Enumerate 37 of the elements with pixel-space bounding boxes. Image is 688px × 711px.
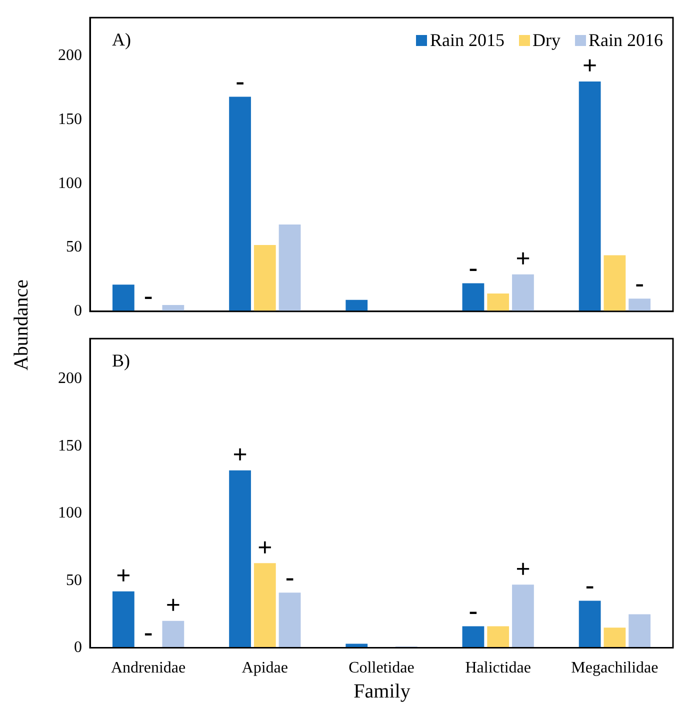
legend-label: Rain 2016 <box>588 30 663 51</box>
x-tick-label: Halictidae <box>465 660 531 677</box>
data-label: + <box>232 440 248 470</box>
y-tick-label: 50 <box>66 572 82 589</box>
data-label: + <box>116 561 131 590</box>
y-tick-label: 150 <box>58 437 82 454</box>
y-tick-label: 200 <box>58 47 82 64</box>
data-label: - <box>468 596 478 626</box>
y-tick-label: 100 <box>58 504 82 522</box>
x-tick-label: Andrenidae <box>110 660 186 677</box>
text: B) <box>112 350 130 370</box>
data-label: - <box>468 253 478 282</box>
x-tick-label: Apidae <box>242 660 288 677</box>
data-label: - <box>144 281 153 310</box>
y-tick-label: 150 <box>58 110 82 128</box>
legend-label: Dry <box>532 30 560 51</box>
data-label: - <box>285 562 294 592</box>
data-label: - <box>635 268 644 298</box>
text: A) <box>112 29 131 50</box>
y-tick-label: 100 <box>58 174 82 192</box>
y-tick-label: 50 <box>66 238 82 256</box>
x-tick-label: Colletidae <box>348 660 414 677</box>
data-label: - <box>144 618 153 647</box>
y-tick-label: 200 <box>58 370 82 388</box>
x-tick-label: Megachilidae <box>571 660 658 677</box>
data-label: + <box>582 51 598 80</box>
data-label: + <box>257 532 272 562</box>
y-tick-label: 0 <box>74 302 82 320</box>
data-label: - <box>236 66 244 96</box>
y-tick-label: 0 <box>74 639 82 656</box>
data-label: + <box>516 554 530 584</box>
x-axis-title: Family <box>354 680 410 704</box>
legend-label: Rain 2015 <box>430 30 504 51</box>
data-label: + <box>516 244 530 274</box>
data-label: - <box>585 570 594 600</box>
data-label: + <box>166 590 181 620</box>
y-axis-title: Abundance <box>10 279 34 371</box>
